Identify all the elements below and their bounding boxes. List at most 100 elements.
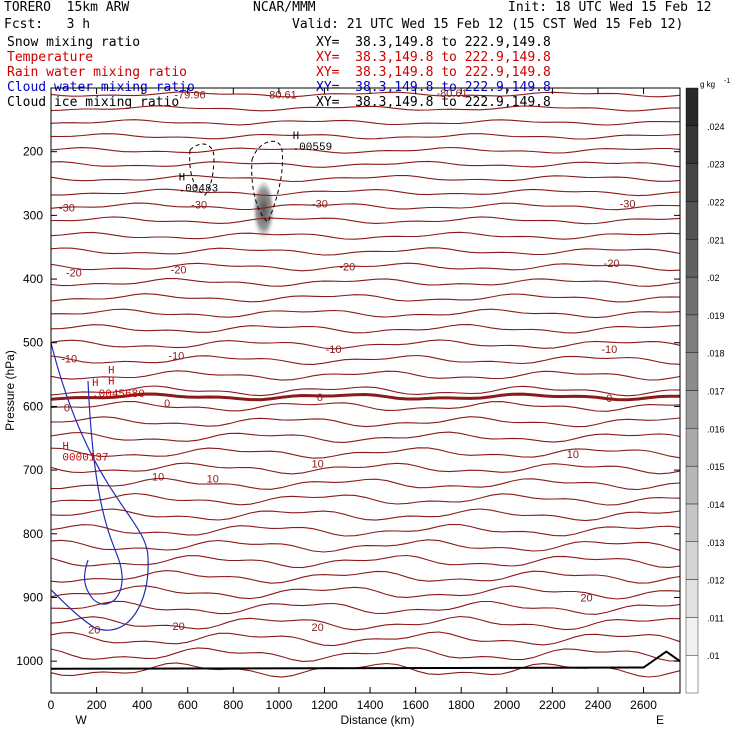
isotherm-line xyxy=(50,554,681,569)
colorbar-tick-label: .017 xyxy=(707,387,725,397)
y-tick-label: 400 xyxy=(23,272,43,286)
isotherm-line xyxy=(50,416,681,428)
colorbar-cell xyxy=(685,276,699,316)
colorbar-unit: g kg xyxy=(700,80,715,89)
isotherm-line xyxy=(50,539,681,553)
colorbar-cell xyxy=(685,654,699,694)
isotherm-line xyxy=(50,231,681,240)
colorbar-cell xyxy=(685,352,699,391)
terrain-line xyxy=(50,650,681,670)
isotherm-label: -20 xyxy=(604,258,620,270)
x-tick-label: 1000 xyxy=(266,698,293,712)
field-xy: XY= 38.3,149.8 to 222.9,149.8 xyxy=(316,50,551,65)
isotherm-line xyxy=(50,119,680,126)
field-name: Snow mixing ratio xyxy=(7,35,141,50)
isotherm-label: 10 xyxy=(207,473,219,485)
colorbar-cell xyxy=(685,541,699,580)
x-tick-label: 1600 xyxy=(402,698,429,712)
isotherm-label: 20 xyxy=(88,624,100,636)
cloudwater-contour xyxy=(50,342,149,631)
isotherm-line xyxy=(50,462,681,475)
isotherm-line xyxy=(50,662,681,678)
isotherm-line xyxy=(50,647,681,662)
isotherm-label: -80.61 xyxy=(436,88,467,100)
isotherm-label: -20 xyxy=(171,265,187,277)
isotherm-line xyxy=(50,600,681,615)
field-name: Rain water mixing ratio xyxy=(7,65,188,80)
isotherm-line xyxy=(50,431,681,443)
y-axis-label: Pressure (hPa) xyxy=(3,350,17,431)
isotherm-label: 0 xyxy=(164,398,170,410)
colorbar-cell xyxy=(685,390,699,429)
x-tick-label: 200 xyxy=(87,698,107,712)
isotherm-line xyxy=(50,492,681,506)
colorbar-tick-label: .01 xyxy=(707,651,720,661)
colorbar-tick-label: .013 xyxy=(707,538,725,548)
maximum-value: .0045680 xyxy=(92,389,145,401)
isotherm-line xyxy=(50,216,681,225)
colorbar-cell xyxy=(685,87,699,127)
axes: 0 200 400 600 800 1000 1200 1400 1600 1800 2000 220… xyxy=(3,87,681,727)
isotherm-line xyxy=(50,477,681,491)
x-tick-label: 0 xyxy=(48,698,55,712)
isotherm-line xyxy=(50,585,681,600)
isotherm-line xyxy=(50,354,681,365)
isotherm-line xyxy=(50,570,681,584)
colorbar-cell xyxy=(685,617,699,656)
isotherm-label: -80.61 xyxy=(266,89,297,101)
colorbar-tick-label: .011 xyxy=(707,613,724,623)
colorbar-tick-label: .024 xyxy=(707,122,725,132)
y-tick-label: 200 xyxy=(23,145,43,159)
isotherm-line xyxy=(50,202,681,211)
colorbar-tick-label: .022 xyxy=(707,197,725,207)
isotherm-label: -30 xyxy=(620,198,636,210)
plot-frame xyxy=(50,87,681,694)
cloudwater-contours xyxy=(50,342,149,631)
isotherm-line xyxy=(50,91,681,98)
maximum-value: H xyxy=(108,376,115,388)
isotherm-line xyxy=(50,146,681,154)
field-name: Temperature xyxy=(7,50,94,65)
isotherm-label: 0 xyxy=(317,392,323,404)
x-tick-label: 400 xyxy=(132,698,152,712)
y-tick-label: 1000 xyxy=(16,654,43,668)
isotherm-label: 10 xyxy=(152,471,164,483)
forecast-hour: Fcst: 3 h xyxy=(4,17,91,32)
colorbar-tick-label: .012 xyxy=(707,576,725,586)
ice-contour xyxy=(189,143,215,196)
colorbar-tick-label: .018 xyxy=(707,349,725,359)
isotherm-label: -30 xyxy=(59,203,75,215)
isotherm-line xyxy=(50,631,681,647)
y-tick-label: 700 xyxy=(23,463,43,477)
init-time: Init: 18 UTC Wed 15 Feb 12 xyxy=(508,0,712,15)
y-tick-label: 500 xyxy=(23,336,43,350)
isotherm-label: -20 xyxy=(339,261,355,273)
west-label: W xyxy=(75,713,87,727)
x-tick-label: 1800 xyxy=(448,698,475,712)
maximum-mark: H xyxy=(92,378,99,390)
isotherm-label: -30 xyxy=(191,200,207,212)
isotherm-label: -79.96 xyxy=(174,89,205,101)
x-tick-label: 600 xyxy=(178,698,198,712)
isotherm-line xyxy=(50,247,681,256)
isotherm-label: -10 xyxy=(61,354,77,366)
x-tick-label: 1400 xyxy=(357,698,384,712)
isotherm-line xyxy=(50,105,681,112)
east-label: E xyxy=(656,713,664,727)
isotherm-label: -10 xyxy=(168,350,184,362)
colorbar-cell xyxy=(685,428,699,467)
y-tick-label: 300 xyxy=(23,208,43,222)
colorbar-tick-label: .016 xyxy=(707,424,725,434)
isotherm-label: 20 xyxy=(580,592,592,604)
colorbar-cell xyxy=(685,239,699,278)
maximum-mark: H xyxy=(62,442,69,454)
colorbar-cell xyxy=(685,503,699,542)
isotherm-line xyxy=(50,615,681,631)
colorbar-cell xyxy=(685,465,699,505)
isotherm-label: 20 xyxy=(172,621,184,633)
isotherm-label: 0 xyxy=(606,393,612,405)
colorbar-cell xyxy=(685,201,699,240)
field-xy: XY= 38.3,149.8 to 222.9,149.8 xyxy=(316,35,551,50)
isotherm-label: 0 xyxy=(64,403,70,415)
